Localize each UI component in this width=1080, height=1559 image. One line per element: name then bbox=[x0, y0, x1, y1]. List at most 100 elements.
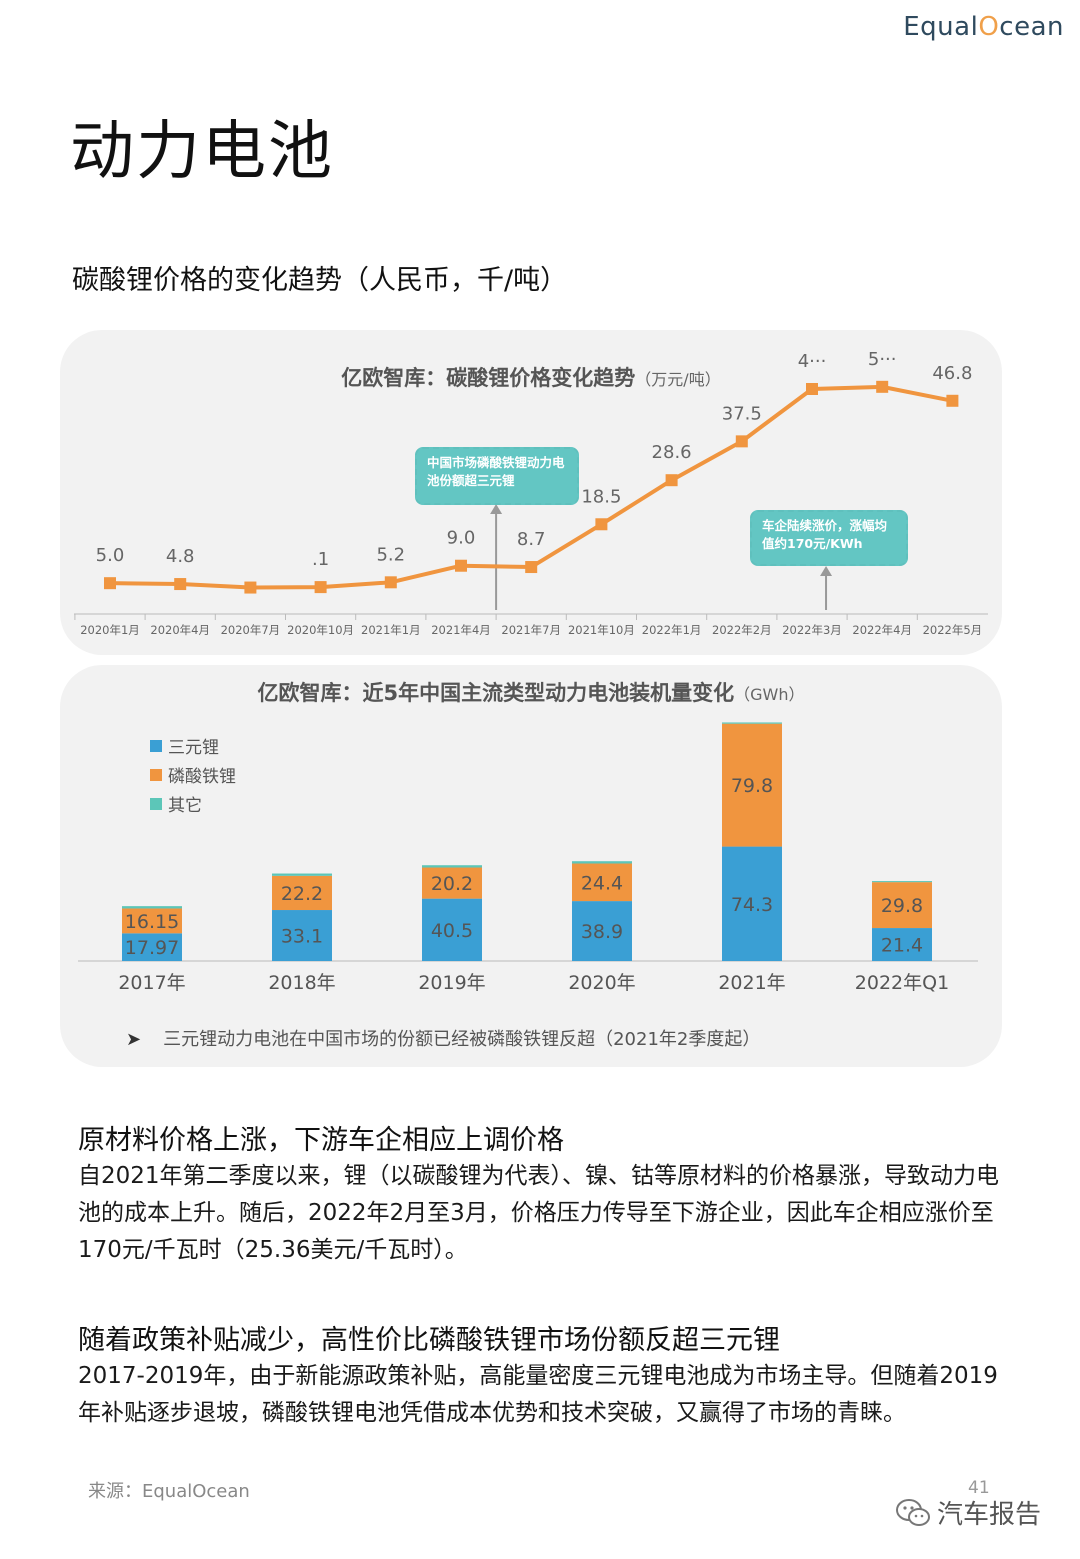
bar-segment bbox=[272, 910, 332, 961]
price-point bbox=[946, 394, 959, 407]
bar-segment bbox=[722, 723, 782, 847]
price-point bbox=[104, 577, 116, 590]
bar-segment bbox=[422, 898, 482, 961]
bar-data-label: 33.1 bbox=[281, 926, 323, 948]
price-point bbox=[806, 383, 818, 395]
section-text-1: 自2021年第二季度以来，锂（以碳酸锂为代表）、镍、钴等原材料的价格暴涨，导致动… bbox=[78, 1163, 1000, 1263]
price-data-label: 4··· bbox=[798, 351, 827, 372]
callout-lfp-share: 中国市场磷酸铁锂动力电池份额超三元锂 bbox=[415, 447, 579, 505]
bar-data-label: 16.15 bbox=[125, 911, 179, 933]
price-point bbox=[455, 559, 467, 572]
x-tick-label: 2021年7月 bbox=[501, 623, 561, 637]
section-heading-1: 原材料价格上涨，下游车企相应上调价格 bbox=[78, 1125, 564, 1156]
arrow-icon: ➤ bbox=[126, 1029, 142, 1050]
bar-segment bbox=[572, 901, 632, 961]
x-tick-label: 2021年1月 bbox=[361, 623, 421, 637]
bar-segment bbox=[422, 865, 482, 868]
bar-segment bbox=[872, 882, 932, 929]
price-point bbox=[174, 578, 187, 591]
x-tick-label: 2020年7月 bbox=[221, 623, 281, 637]
chart1-title: 亿欧智库：碳酸锂价格变化趋势（万元/吨） bbox=[341, 366, 721, 390]
legend-item-lfp: 磷酸铁锂 bbox=[150, 760, 236, 789]
x-tick-label: 2020年1月 bbox=[80, 623, 140, 637]
price-data-label: 46.8 bbox=[932, 363, 972, 384]
wechat-icon bbox=[896, 1498, 930, 1526]
price-data-label: 5.0 bbox=[96, 545, 125, 566]
annotation-arrowhead-2 bbox=[820, 566, 833, 576]
price-point bbox=[384, 576, 397, 589]
legend-swatch-ncm bbox=[150, 739, 162, 752]
legend-item-other: 其它 bbox=[150, 789, 236, 818]
chart2-legend: 三元锂 磷酸铁锂 其它 bbox=[150, 731, 236, 818]
bar-segment bbox=[722, 722, 782, 724]
bar-data-label: 17.97 bbox=[125, 937, 179, 959]
legend-swatch-lfp bbox=[150, 768, 162, 781]
battery-install-chart-panel: 亿欧智库：近5年中国主流类型动力电池装机量变化（GWh） 三元锂 磷酸铁锂 其它… bbox=[60, 665, 1002, 1067]
x-category-label: 2022年Q1 bbox=[855, 972, 949, 994]
bar-segment bbox=[872, 928, 932, 961]
price-point bbox=[595, 518, 608, 531]
price-data-label: 37.5 bbox=[722, 403, 762, 424]
bar-segment bbox=[422, 867, 482, 899]
bar-segment bbox=[122, 908, 182, 934]
x-category-label: 2017年 bbox=[118, 972, 185, 994]
price-point bbox=[244, 581, 257, 594]
section-text-2: 2017-2019年，由于新能源政策补贴，高能量密度三元锂电池成为市场主导。但随… bbox=[78, 1363, 998, 1426]
bar-segment bbox=[272, 873, 332, 876]
x-category-label: 2018年 bbox=[268, 972, 335, 994]
lithium-price-chart-panel: 亿欧智库：碳酸锂价格变化趋势（万元/吨） 5.0 2020年1月 4.8 2020年4… bbox=[60, 330, 1002, 655]
page-number: 41 bbox=[968, 1478, 990, 1498]
source-note: 来源：EqualOcean bbox=[88, 1481, 250, 1502]
x-tick-label: 2022年4月 bbox=[852, 623, 912, 637]
bar-data-label: 21.4 bbox=[881, 935, 923, 957]
price-data-label: 18.5 bbox=[581, 486, 621, 507]
bar-data-label: 74.3 bbox=[731, 894, 773, 916]
x-category-label: 2019年 bbox=[418, 972, 485, 994]
x-tick-label: 2021年10月 bbox=[568, 623, 635, 637]
bar-segment bbox=[572, 861, 632, 864]
price-data-label: 4.8 bbox=[166, 546, 195, 567]
price-point bbox=[735, 435, 748, 448]
section-subtitle: 碳酸锂价格的变化趋势（人民币，千/吨） bbox=[72, 265, 568, 296]
lithium-price-line-chart: 5.0 2020年1月 4.8 2020年4月 2020年7月 .1 2020年10月 5.2… bbox=[74, 349, 988, 637]
x-category-label: 2021年 bbox=[718, 972, 785, 994]
chart2-title: 亿欧智库：近5年中国主流类型动力电池装机量变化（GWh） bbox=[257, 681, 805, 705]
x-category-label: 2020年 bbox=[568, 972, 635, 994]
callout-price-rise: 车企陆续涨价，涨幅均值约170元/KWh bbox=[750, 510, 908, 566]
bar-data-label: 22.2 bbox=[281, 883, 323, 905]
wechat-watermark: 汽车报告 bbox=[895, 1494, 1041, 1531]
battery-install-bar-chart: 17.97 16.15 2017年 33.1 22.2 2018年 40.5 20.2 2019… bbox=[78, 722, 978, 994]
price-point bbox=[525, 561, 538, 574]
price-data-label: 28.6 bbox=[652, 442, 692, 463]
bar-data-label: 38.9 bbox=[581, 921, 623, 943]
chart2-footnote: ➤ 三元锂动力电池在中国市场的份额已经被磷酸铁锂反超（2021年2季度起） bbox=[126, 1029, 761, 1050]
x-tick-label: 2020年10月 bbox=[287, 623, 354, 637]
bar-segment bbox=[122, 933, 182, 961]
legend-item-ncm: 三元锂 bbox=[150, 731, 236, 760]
bar-segment bbox=[872, 881, 932, 883]
price-point bbox=[314, 581, 327, 594]
bar-segment bbox=[722, 846, 782, 961]
bar-segment bbox=[122, 906, 182, 909]
x-tick-label: 2022年5月 bbox=[923, 623, 983, 637]
bar-data-label: 20.2 bbox=[431, 873, 473, 895]
section-heading-2: 随着政策补贴减少，高性价比磷酸铁锂市场份额反超三元锂 bbox=[78, 1325, 780, 1356]
price-data-label: .1 bbox=[312, 549, 329, 570]
bar-segment bbox=[572, 863, 632, 902]
x-tick-label: 2020年4月 bbox=[150, 623, 210, 637]
price-data-label: 5··· bbox=[868, 349, 897, 370]
annotation-arrowhead-1 bbox=[490, 504, 503, 514]
bar-segment bbox=[272, 875, 332, 911]
bar-data-label: 79.8 bbox=[731, 775, 773, 797]
x-tick-label: 2021年4月 bbox=[431, 623, 491, 637]
price-data-label: 5.2 bbox=[376, 544, 405, 565]
price-point bbox=[665, 474, 678, 487]
page-title: 动力电池 bbox=[70, 115, 334, 189]
price-data-label: 9.0 bbox=[447, 528, 476, 549]
price-point bbox=[876, 380, 889, 393]
legend-swatch-other bbox=[150, 797, 162, 810]
x-tick-label: 2022年2月 bbox=[712, 623, 772, 637]
bar-data-label: 40.5 bbox=[431, 920, 473, 942]
bar-data-label: 29.8 bbox=[881, 895, 923, 917]
equalocean-logo: EqualOcean bbox=[903, 12, 1064, 42]
